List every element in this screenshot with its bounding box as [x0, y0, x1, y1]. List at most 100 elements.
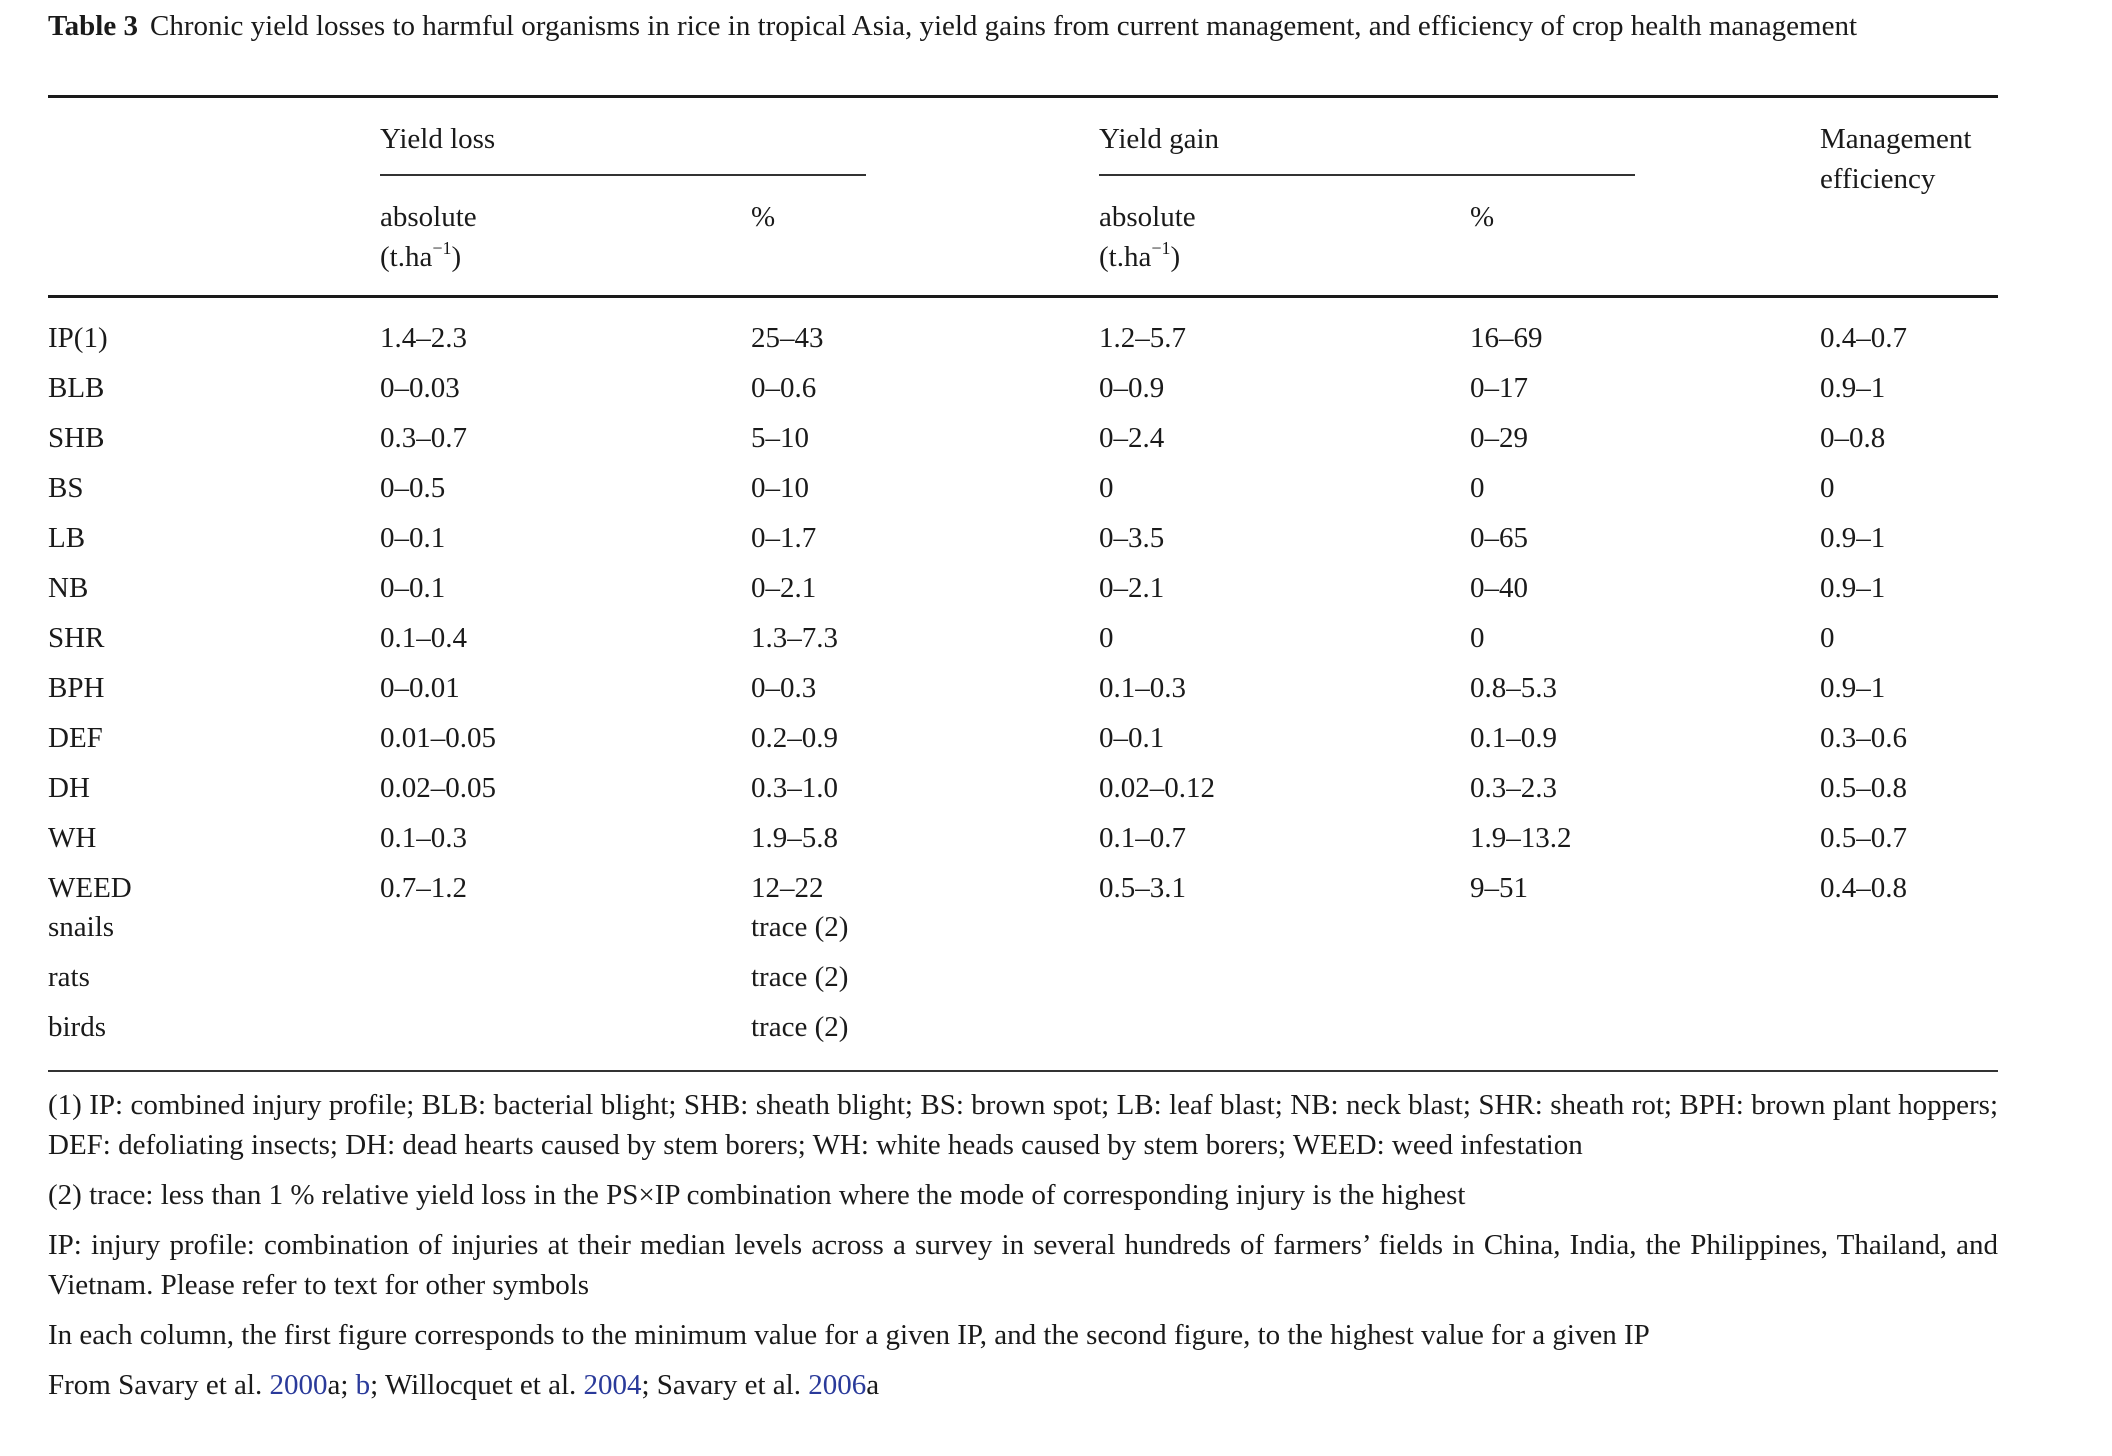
footnote-2: (2) trace: less than 1 % relative yield … — [48, 1179, 1466, 1211]
cell-loss-absolute: 0–0.03 — [380, 372, 460, 404]
cell-gain-percent: 0.8–5.3 — [1470, 672, 1557, 704]
cell-row-name: DEF — [48, 722, 103, 754]
footnote-source: From Savary et al. 2000a; b; Willocquet … — [48, 1369, 880, 1401]
table-label: Table 3 — [48, 10, 138, 42]
cell-row-name: BLB — [48, 372, 105, 404]
table-row: LB 0–0.1 0–1.7 0–3.5 0–65 0.9–1 — [48, 518, 1998, 568]
header-management-line1: Management — [1820, 123, 1972, 155]
cell-gain-absolute: 0.1–0.3 — [1099, 672, 1186, 704]
cell-loss-absolute: 0.02–0.05 — [380, 772, 496, 804]
cell-loss-percent: 0.2–0.9 — [751, 722, 838, 754]
cell-loss-percent: 0–2.1 — [751, 572, 817, 604]
cell-loss-absolute: 0.7–1.2 — [380, 872, 467, 904]
footnote-ip: IP: injury profile: combination of injur… — [48, 1229, 1998, 1301]
cell-row-name: NB — [48, 572, 89, 604]
cell-loss-absolute: 0–0.5 — [380, 472, 446, 504]
cell-row-name: snails — [48, 911, 115, 943]
cell-row-name: SHB — [48, 422, 105, 454]
cell-gain-absolute: 0–2.4 — [1099, 422, 1165, 454]
cell-gain-percent: 0 — [1470, 472, 1485, 504]
ref-link-2000[interactable]: 2000 — [269, 1369, 328, 1401]
cell-loss-absolute: 0–0.1 — [380, 522, 446, 554]
cell-loss-absolute: 0.1–0.3 — [380, 822, 467, 854]
cell-gain-percent: 0–65 — [1470, 522, 1528, 554]
ref-link-2006[interactable]: 2006 — [808, 1369, 867, 1401]
cell-row-name: LB — [48, 522, 86, 554]
cell-loss-absolute: 0–0.01 — [380, 672, 460, 704]
caption-text: Chronic yield losses to harmful organism… — [150, 10, 1858, 42]
cell-management-efficiency: 0 — [1820, 622, 1835, 654]
header-bottom-rule — [48, 295, 1998, 298]
cell-loss-absolute: 0.3–0.7 — [380, 422, 467, 454]
cell-management-efficiency: 0.4–0.7 — [1820, 322, 1907, 354]
cell-gain-absolute: 0–0.1 — [1099, 722, 1165, 754]
header-loss-percent: % — [751, 201, 776, 233]
header-gain-absolute-label: absolute — [1099, 201, 1196, 233]
header-management-efficiency: Management efficiency — [1820, 119, 1971, 199]
yield-gain-group-rule — [1099, 174, 1635, 176]
table-row: IP(1) 1.4–2.3 25–43 1.2–5.7 16–69 0.4–0.7 — [48, 318, 1998, 368]
table-row: BPH 0–0.01 0–0.3 0.1–0.3 0.8–5.3 0.9–1 — [48, 668, 1998, 718]
cell-management-efficiency: 0.9–1 — [1820, 672, 1886, 704]
cell-row-name: BS — [48, 472, 84, 504]
cell-row-name: DH — [48, 772, 90, 804]
cell-gain-percent: 0.1–0.9 — [1470, 722, 1557, 754]
footnote-columns: In each column, the first figure corresp… — [48, 1319, 1650, 1351]
cell-gain-percent: 1.9–13.2 — [1470, 822, 1572, 854]
cell-gain-percent: 0–29 — [1470, 422, 1528, 454]
header-management-line2: efficiency — [1820, 163, 1936, 195]
cell-gain-absolute: 1.2–5.7 — [1099, 322, 1186, 354]
table-row: BS 0–0.5 0–10 0 0 0 — [48, 468, 1998, 518]
cell-loss-percent: 0.3–1.0 — [751, 772, 838, 804]
ref-link-2004[interactable]: 2004 — [583, 1369, 642, 1401]
ref-link-b[interactable]: b — [355, 1369, 371, 1401]
table-row: snails trace (2) — [48, 907, 1998, 957]
cell-gain-absolute: 0 — [1099, 472, 1114, 504]
table-row: rats trace (2) — [48, 957, 1998, 1007]
cell-management-efficiency: 0 — [1820, 472, 1835, 504]
cell-gain-absolute: 0–2.1 — [1099, 572, 1165, 604]
cell-gain-absolute: 0.1–0.7 — [1099, 822, 1186, 854]
header-gain-percent: % — [1470, 201, 1495, 233]
cell-management-efficiency: 0.9–1 — [1820, 572, 1886, 604]
table-footnotes: (1) IP: combined injury profile; BLB: ba… — [48, 1085, 1998, 1415]
cell-management-efficiency: 0.9–1 — [1820, 372, 1886, 404]
cell-loss-percent: 12–22 — [751, 872, 824, 904]
table-caption: Table 3 Chronic yield losses to harmful o… — [48, 6, 1998, 46]
header-yield-loss: Yield loss — [380, 123, 496, 155]
cell-row-name: birds — [48, 1011, 106, 1043]
cell-loss-percent: 0–1.7 — [751, 522, 817, 554]
header-gain-absolute: absolute (t.ha−1) — [1099, 197, 1196, 280]
cell-loss-percent: 0–10 — [751, 472, 809, 504]
cell-management-efficiency: 0.5–0.7 — [1820, 822, 1907, 854]
table-row: BLB 0–0.03 0–0.6 0–0.9 0–17 0.9–1 — [48, 368, 1998, 418]
cell-row-name: rats — [48, 961, 90, 993]
table-row: WH 0.1–0.3 1.9–5.8 0.1–0.7 1.9–13.2 0.5–0.7 — [48, 818, 1998, 868]
header-gain-unit: (t.ha−1) — [1099, 238, 1181, 273]
cell-gain-absolute: 0–0.9 — [1099, 372, 1165, 404]
cell-row-name: SHR — [48, 622, 105, 654]
cell-loss-percent: 1.3–7.3 — [751, 622, 838, 654]
cell-loss-absolute: 0.01–0.05 — [380, 722, 496, 754]
table-row: DEF 0.01–0.05 0.2–0.9 0–0.1 0.1–0.9 0.3–0.6 — [48, 718, 1998, 768]
table-row: birds trace (2) — [48, 1007, 1998, 1057]
table-row: DH 0.02–0.05 0.3–1.0 0.02–0.12 0.3–2.3 0.5–0.… — [48, 768, 1998, 818]
cell-loss-percent: 0–0.6 — [751, 372, 817, 404]
cell-management-efficiency: 0.9–1 — [1820, 522, 1886, 554]
header-yield-gain: Yield gain — [1099, 123, 1220, 155]
cell-management-efficiency: 0.4–0.8 — [1820, 872, 1907, 904]
cell-loss-percent: 5–10 — [751, 422, 809, 454]
cell-gain-percent: 0–17 — [1470, 372, 1528, 404]
table-row: WEED 0.7–1.2 12–22 0.5–3.1 9–51 0.4–0.8 — [48, 868, 1998, 918]
cell-gain-absolute: 0.5–3.1 — [1099, 872, 1186, 904]
header-loss-unit: (t.ha−1) — [380, 238, 462, 273]
table-row: SHR 0.1–0.4 1.3–7.3 0 0 0 — [48, 618, 1998, 668]
cell-row-name: WEED — [48, 872, 132, 904]
cell-gain-absolute: 0–3.5 — [1099, 522, 1165, 554]
table-row: SHB 0.3–0.7 5–10 0–2.4 0–29 0–0.8 — [48, 418, 1998, 468]
cell-management-efficiency: 0–0.8 — [1820, 422, 1886, 454]
cell-management-efficiency: 0.5–0.8 — [1820, 772, 1907, 804]
header-loss-absolute-label: absolute — [380, 201, 477, 233]
yield-loss-group-rule — [380, 174, 866, 176]
cell-row-name: IP(1) — [48, 322, 108, 354]
